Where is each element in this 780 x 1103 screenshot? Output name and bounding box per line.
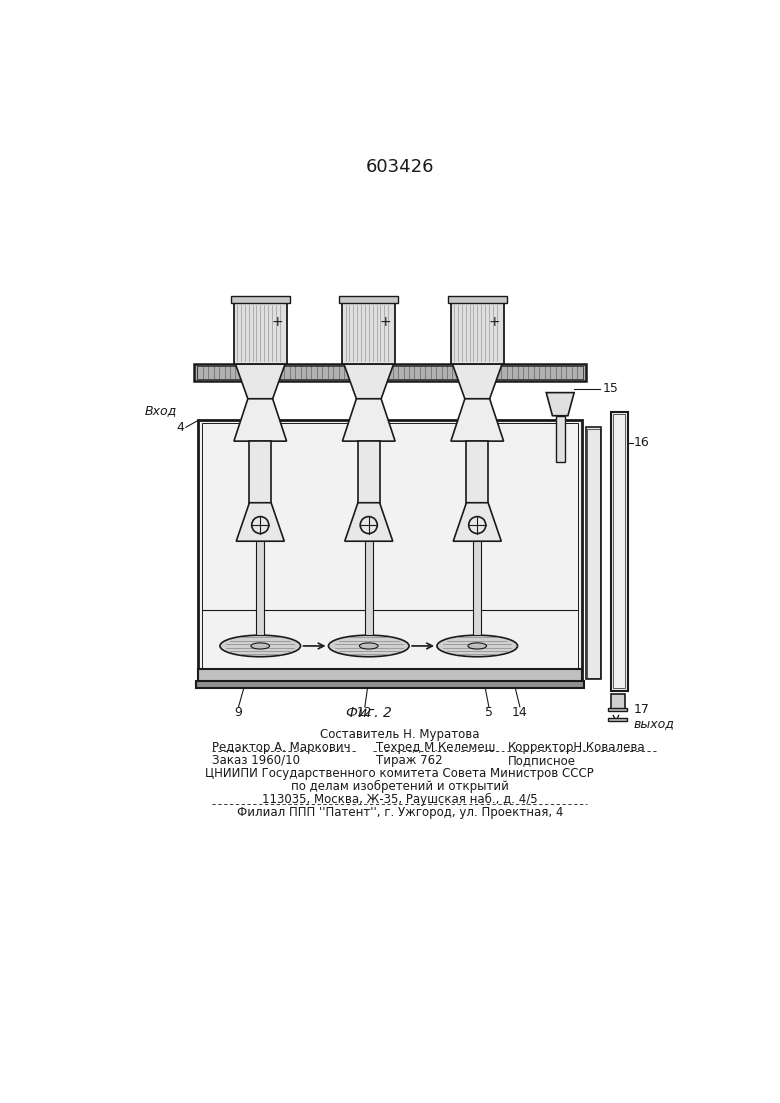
Bar	[586, 427, 601, 679]
Text: 113035, Москва, Ж-35, Раушская наб., д. 4/5: 113035, Москва, Ж-35, Раушская наб., д. …	[262, 793, 537, 806]
Text: +: +	[271, 314, 283, 329]
Text: +: +	[488, 314, 500, 329]
Text: по делам изобретений и открытий: по делам изобретений и открытий	[291, 780, 509, 793]
Bar	[202, 424, 578, 679]
Polygon shape	[236, 503, 284, 542]
Bar	[365, 542, 373, 635]
Bar	[198, 670, 582, 683]
Bar	[358, 441, 380, 503]
Bar	[342, 299, 395, 364]
Bar	[257, 542, 264, 635]
Polygon shape	[236, 364, 285, 399]
Polygon shape	[234, 399, 286, 441]
Text: 14: 14	[512, 706, 528, 719]
Ellipse shape	[468, 643, 487, 649]
Bar	[473, 542, 481, 635]
Ellipse shape	[360, 643, 378, 649]
Ellipse shape	[437, 635, 518, 656]
Bar	[339, 297, 399, 302]
Polygon shape	[546, 393, 574, 416]
Bar	[196, 682, 584, 687]
Text: 9: 9	[235, 706, 243, 719]
Bar	[231, 297, 289, 302]
Text: Подписное: Подписное	[509, 753, 576, 767]
Bar	[466, 441, 488, 503]
Bar	[250, 441, 271, 503]
Text: 5: 5	[485, 706, 493, 719]
Text: Техред М.Келемеш: Техред М.Келемеш	[377, 740, 496, 753]
Text: Составитель Н. Муратова: Составитель Н. Муратова	[320, 728, 480, 740]
Polygon shape	[452, 364, 502, 399]
Text: Тираж 762: Тираж 762	[377, 753, 443, 767]
Text: Редактор А. Маркович: Редактор А. Маркович	[212, 740, 351, 753]
Bar	[448, 297, 507, 302]
Ellipse shape	[328, 635, 409, 656]
Bar	[234, 299, 286, 364]
Bar	[198, 419, 582, 683]
Ellipse shape	[251, 643, 270, 649]
Text: +: +	[380, 314, 392, 329]
Polygon shape	[345, 503, 393, 542]
Bar	[608, 718, 627, 721]
Bar	[197, 366, 583, 378]
Text: ЦНИИПИ Государственного комитета Совета Министров СССР: ЦНИИПИ Государственного комитета Совета …	[205, 767, 594, 780]
Bar	[611, 411, 628, 690]
Bar	[451, 299, 504, 364]
Text: Фиг. 2: Фиг. 2	[346, 706, 392, 720]
Ellipse shape	[220, 635, 300, 656]
Bar	[611, 695, 625, 710]
Text: 603426: 603426	[366, 158, 434, 176]
Text: Вход: Вход	[145, 404, 177, 417]
Text: 15: 15	[603, 383, 619, 395]
Polygon shape	[344, 364, 394, 399]
Text: КорректорН.Ковалева: КорректорН.Ковалева	[509, 740, 646, 753]
Text: 17: 17	[634, 704, 650, 716]
Bar	[587, 429, 600, 677]
Bar	[613, 415, 626, 688]
Text: 16: 16	[634, 436, 650, 449]
Text: 12: 12	[357, 706, 373, 719]
Text: Заказ 1960/10: Заказ 1960/10	[212, 753, 300, 767]
Polygon shape	[453, 503, 502, 542]
Polygon shape	[342, 399, 395, 441]
Bar	[608, 707, 627, 711]
Text: выход: выход	[634, 717, 675, 730]
Bar	[555, 416, 565, 462]
Polygon shape	[451, 399, 504, 441]
Text: 4: 4	[176, 420, 184, 433]
Text: Филиал ППП ''Патент'', г. Ужгород, ул. Проектная, 4: Филиал ППП ''Патент'', г. Ужгород, ул. П…	[236, 806, 563, 820]
Bar	[194, 364, 586, 381]
